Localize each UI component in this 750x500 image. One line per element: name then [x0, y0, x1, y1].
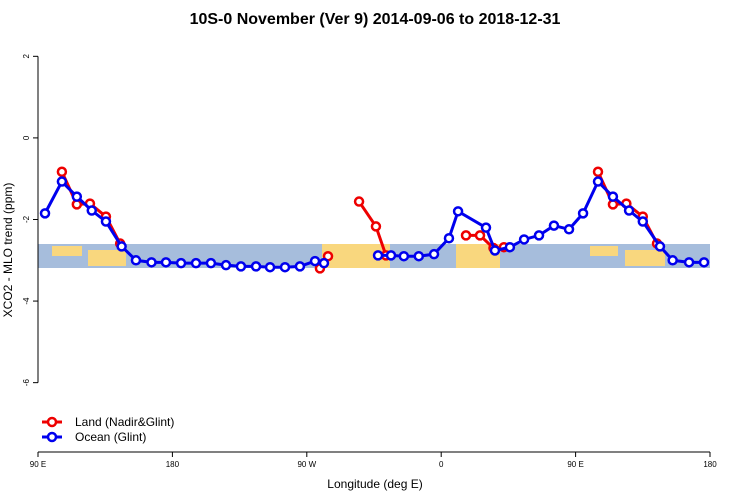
data-point [220, 259, 232, 271]
data-point [460, 230, 472, 241]
y-tick-label: -6 [22, 379, 31, 387]
x-tick-label: 0 [439, 460, 444, 469]
data-point [309, 255, 321, 267]
x-tick-label: 180 [703, 460, 717, 469]
data-point [607, 191, 619, 202]
data-point [71, 191, 83, 202]
data-point [577, 208, 589, 219]
data-point [235, 261, 247, 272]
data-point [372, 250, 384, 261]
legend-marker [46, 431, 58, 443]
data-point [480, 222, 492, 233]
data-point [370, 221, 382, 232]
data-point [56, 166, 68, 178]
data-point [683, 257, 695, 268]
y-tick-label: -4 [22, 297, 31, 305]
legend-marker [46, 416, 58, 428]
chart-title: 10S-0 November (Ver 9) 2014-09-06 to 201… [190, 11, 561, 28]
x-tick-label: 90 E [30, 460, 46, 469]
data-point [443, 232, 455, 244]
data-point [279, 261, 291, 273]
x-tick-label: 180 [166, 460, 180, 469]
data-point [130, 255, 142, 266]
legend-label: Ocean (Glint) [75, 430, 146, 444]
y-tick-label: 2 [22, 54, 31, 59]
data-point [294, 261, 306, 272]
data-point [39, 208, 51, 219]
data-point [190, 257, 202, 269]
data-point [100, 216, 112, 227]
data-point [413, 250, 425, 262]
data-point [116, 241, 127, 252]
data-point [250, 261, 262, 272]
data-point [504, 241, 516, 253]
x-tick-label: 90 E [567, 460, 583, 469]
data-point [637, 216, 649, 227]
data-point [353, 196, 365, 207]
data-point [623, 205, 635, 216]
data-point [175, 257, 187, 269]
y-tick-label: -2 [22, 215, 31, 223]
y-axis-title: XCO2 - MLO trend (ppm) [1, 183, 15, 318]
data-point [452, 206, 464, 217]
legend: Land (Nadir&Glint)Ocean (Glint) [42, 415, 174, 444]
data-point [563, 224, 575, 235]
data-point [398, 250, 410, 262]
data-point [264, 261, 276, 273]
data-point [385, 250, 397, 261]
data-point [205, 257, 217, 269]
data-point [667, 255, 678, 266]
data-point [146, 257, 157, 268]
y-tick-label: 0 [22, 135, 31, 140]
data-point [533, 230, 545, 241]
data-point [698, 257, 710, 268]
data-point [654, 241, 666, 252]
data-point [428, 248, 440, 260]
data-point [489, 245, 501, 256]
data-point [518, 234, 530, 245]
data-point [592, 166, 604, 178]
data-point [548, 220, 560, 231]
data-point [474, 230, 486, 241]
data-point [86, 205, 98, 216]
plot [39, 166, 710, 274]
x-tick-label: 90 W [297, 460, 316, 469]
data-point [318, 257, 330, 269]
data-point [160, 257, 172, 268]
data-point [592, 176, 604, 187]
data-point [56, 176, 68, 187]
legend-label: Land (Nadir&Glint) [75, 415, 174, 429]
x-axis-title: Longitude (deg E) [327, 477, 422, 491]
